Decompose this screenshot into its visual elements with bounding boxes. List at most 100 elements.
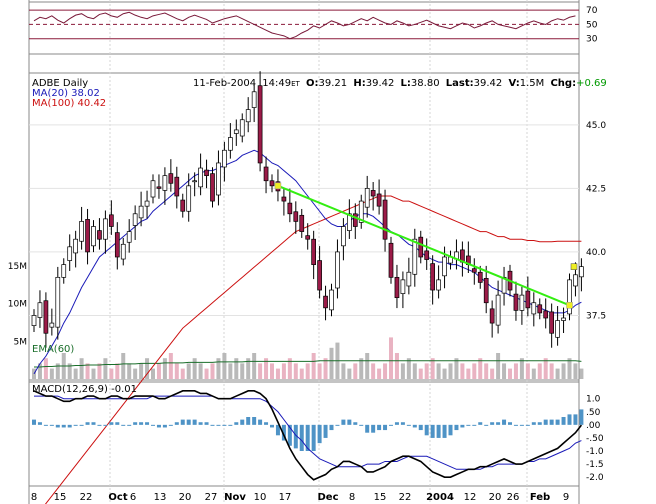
- macd-histogram-bar: [180, 419, 185, 425]
- macd-histogram-bar: [478, 422, 483, 425]
- macd-histogram-bar: [377, 424, 382, 431]
- macd-histogram-bar: [37, 422, 42, 425]
- volume-bar: [109, 368, 114, 379]
- candle-body: [579, 266, 584, 278]
- macd-histogram-bar: [371, 424, 376, 433]
- volume-bar: [139, 363, 144, 379]
- candle-body: [555, 320, 560, 338]
- volume-bar: [353, 363, 358, 379]
- volume-bar: [156, 363, 161, 379]
- macd-histogram-bar: [573, 414, 578, 425]
- candle-body: [317, 260, 322, 291]
- macd-histogram-bar: [168, 424, 173, 426]
- x-tick-label: 22: [80, 492, 93, 503]
- volume-bar: [270, 363, 274, 379]
- volume-bar: [258, 363, 263, 379]
- change-label: Chg:: [550, 78, 576, 89]
- rsi-tick-label: 70: [586, 6, 598, 16]
- trendline: [277, 184, 570, 307]
- macd-histogram-bar: [335, 424, 340, 426]
- x-tick-label: 8: [31, 492, 37, 503]
- macd-histogram-bar: [49, 424, 54, 426]
- candle-body: [495, 294, 501, 326]
- volume-bar: [377, 368, 382, 379]
- candle-body: [73, 238, 79, 254]
- candle-body: [293, 211, 299, 222]
- x-tick-label: 12: [464, 492, 477, 503]
- volume-bars: [32, 337, 584, 379]
- volume-bar: [180, 368, 185, 379]
- candle-body: [43, 300, 49, 334]
- last-price-marker: [570, 263, 578, 270]
- candle-body: [364, 188, 370, 208]
- candle-body: [406, 271, 412, 287]
- volume-bar: [484, 363, 489, 379]
- candle-body: [388, 242, 394, 278]
- candle-body: [501, 276, 507, 294]
- candle-body: [162, 175, 168, 191]
- volume-bar: [133, 368, 138, 379]
- volume-bar: [442, 368, 447, 379]
- candle-body: [477, 271, 483, 283]
- volume-bar: [460, 363, 465, 379]
- open-label: O:: [306, 78, 319, 89]
- volume-bar: [389, 337, 393, 379]
- macd-histogram-bar: [246, 417, 251, 425]
- x-tick-label: 20: [179, 492, 192, 503]
- volume-bar: [311, 353, 316, 379]
- macd-histogram-bar: [275, 424, 280, 436]
- rsi-line: [33, 11, 576, 40]
- candle-body: [233, 129, 239, 134]
- candle-body: [228, 137, 233, 151]
- candle-body: [103, 218, 108, 240]
- candle-body: [358, 200, 364, 223]
- macd-histogram-bar: [412, 424, 417, 428]
- macd-histogram-bar: [442, 424, 447, 438]
- volume-bar: [121, 353, 126, 379]
- macd-histogram-bar: [400, 422, 405, 425]
- candle-body: [311, 238, 316, 265]
- macd-histogram-bar: [543, 419, 548, 425]
- volume-bar: [210, 363, 215, 379]
- volume-bar: [168, 353, 173, 379]
- rsi-tick-label: 50: [586, 20, 598, 30]
- macd-histogram-bar: [484, 424, 489, 426]
- volume-bar: [174, 363, 179, 379]
- volume-bar: [371, 363, 376, 379]
- x-tick-label: Oct: [108, 492, 127, 503]
- quote-header: 11-Feb-2004 14:49ET O:39.21 H:39.42 L:38…: [193, 78, 607, 89]
- volume-bar: [418, 368, 423, 379]
- macd-histogram-bar: [234, 422, 239, 425]
- candle-body: [531, 302, 537, 315]
- macd-histogram-bar: [186, 419, 191, 425]
- candle-body: [132, 213, 138, 226]
- x-tick-label: 26: [507, 492, 520, 503]
- x-tick-label: 10: [254, 492, 267, 503]
- candle-body: [400, 279, 406, 294]
- price-tick-label: 45.0: [586, 121, 606, 131]
- macd-histogram-bar: [508, 422, 512, 425]
- macd-histogram-bar: [448, 424, 453, 436]
- macd-histogram-bar: [287, 424, 292, 446]
- volume-bar: [573, 363, 578, 379]
- macd-histogram-bar: [317, 424, 322, 444]
- macd-tick-label: -2.0: [586, 473, 604, 483]
- volume-bar: [394, 353, 399, 379]
- candle-body: [245, 109, 251, 123]
- macd-histogram-bar: [430, 424, 435, 438]
- volume-bar: [97, 363, 102, 379]
- candle-body: [436, 279, 441, 291]
- rsi-chart: [29, 9, 579, 40]
- axis-labels: 70 50 30 15M 10M 5M 45.0 42.5 40.0 37.5 1.0 .50 .00 -…: [8, 6, 607, 503]
- macd-histogram-bar: [519, 424, 524, 426]
- volume-bar: [103, 358, 108, 379]
- x-tick-label: 20: [489, 492, 502, 503]
- candle-body: [55, 276, 61, 328]
- macd-histogram-bar: [555, 419, 560, 425]
- macd-histogram-bar: [97, 424, 102, 426]
- volume-bar: [555, 368, 560, 379]
- macd-histogram-bar: [162, 424, 167, 428]
- candle-body: [150, 180, 156, 198]
- volume-bar: [513, 363, 518, 379]
- volume-bar: [115, 363, 120, 379]
